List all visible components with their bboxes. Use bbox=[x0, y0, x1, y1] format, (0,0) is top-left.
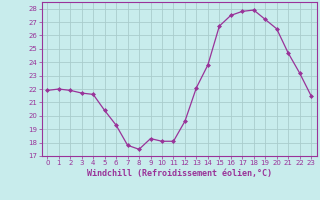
X-axis label: Windchill (Refroidissement éolien,°C): Windchill (Refroidissement éolien,°C) bbox=[87, 169, 272, 178]
